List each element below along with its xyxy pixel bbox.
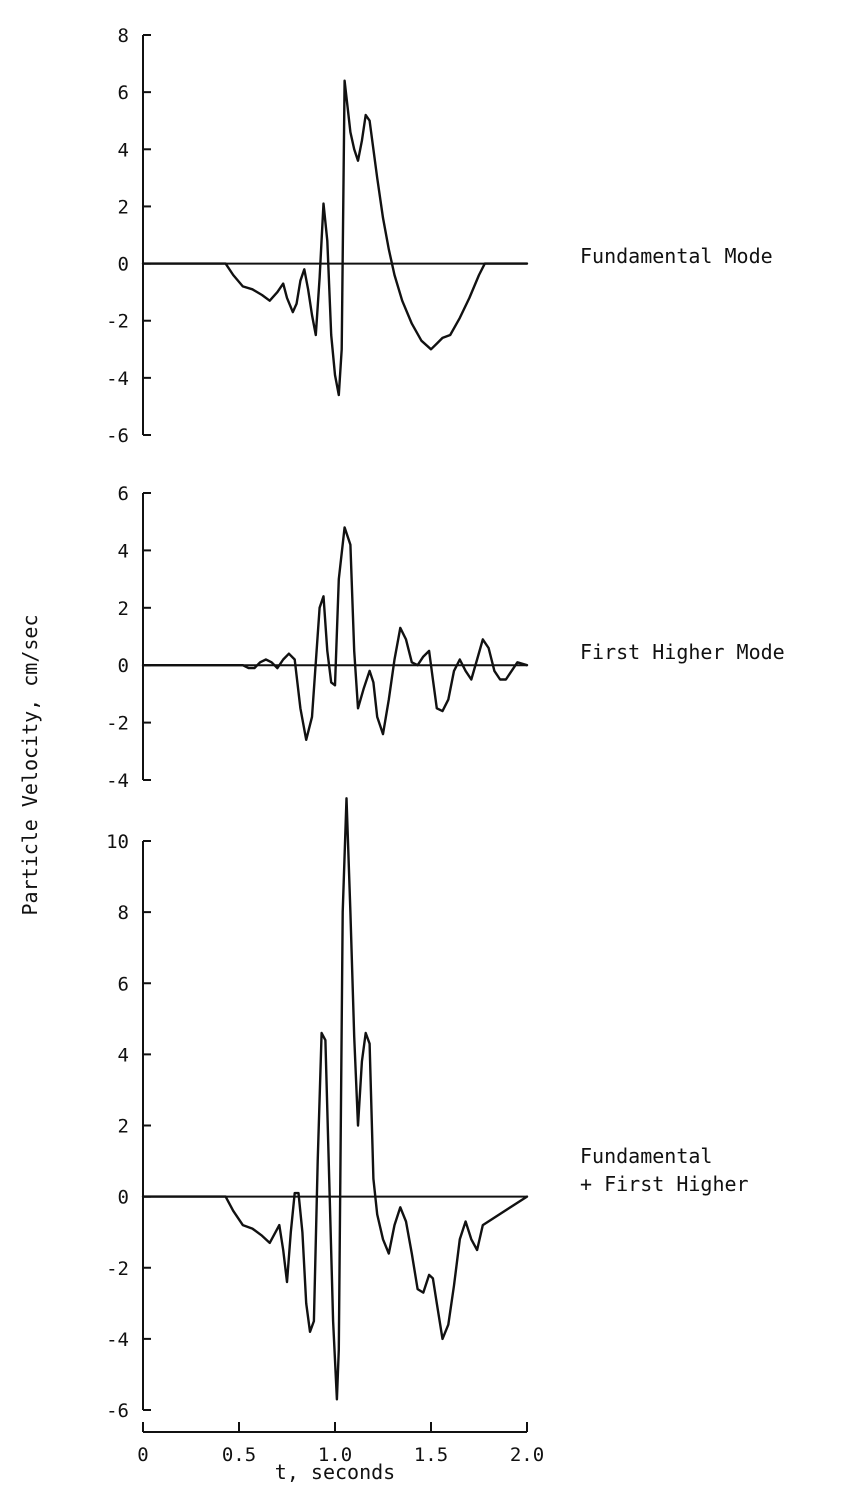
y-tick-label: 6 [118, 973, 129, 995]
y-tick-label: 8 [118, 25, 129, 47]
y-tick-label: 0 [118, 1187, 129, 1209]
y-tick-label: 4 [118, 1044, 129, 1066]
y-tick-label: 6 [118, 82, 129, 104]
panel-label: Fundamental Mode [580, 244, 773, 268]
y-tick-label: 0 [118, 254, 129, 276]
panel-1: 8 6 4 2 0 -2 -4 -6 Fundamental Mode [106, 25, 773, 447]
panel-2: 6 4 2 0 -2 -4 First Higher Mode [106, 483, 785, 792]
y-tick-label: 0 [118, 655, 129, 677]
y-tick-label: 10 [106, 831, 129, 853]
y-tick-label: 8 [118, 902, 129, 924]
y-axis-title: Particle Velocity, cm/sec [18, 614, 42, 915]
series-trace-1 [141, 797, 529, 1401]
y-tick-label: -4 [106, 770, 129, 792]
series-trace-1 [141, 79, 529, 397]
chart-panels: 8 6 4 2 0 -2 -4 -6 Fundamental Mode 6 4 2 0 -2 -4 First… [106, 25, 785, 1422]
x-tick-label: 1.5 [414, 1444, 448, 1466]
x-tick-label: 1.0 [318, 1444, 352, 1466]
panel-label: First Higher Mode [580, 640, 785, 664]
y-tick-label: 2 [118, 1116, 129, 1138]
panel-label: + First Higher [580, 1172, 749, 1196]
y-tick-label: 2 [118, 598, 129, 620]
panel-label: Fundamental [580, 1144, 712, 1168]
y-tick-label: -2 [106, 311, 129, 333]
series-trace-1 [141, 526, 529, 741]
x-tick-label: 0.5 [222, 1444, 256, 1466]
panel-3: 10 8 6 4 2 0 -2 -4 -6 Fundamental + First Higher [106, 797, 749, 1422]
y-tick-label: -4 [106, 368, 129, 390]
y-tick-label: -4 [106, 1329, 129, 1351]
x-tick-label: 2.0 [510, 1444, 544, 1466]
y-tick-label: 6 [118, 483, 129, 505]
x-axis: 0 0.5 1.0 1.5 2.0 [137, 1422, 544, 1466]
y-tick-label: 4 [118, 540, 129, 562]
y-tick-label: -6 [106, 1400, 129, 1422]
y-tick-label: -2 [106, 713, 129, 735]
y-tick-label: 2 [118, 196, 129, 218]
x-axis-title: t, seconds [275, 1460, 395, 1484]
y-tick-label: -6 [106, 425, 129, 447]
y-tick-label: -2 [106, 1258, 129, 1280]
x-tick-label: 0 [137, 1444, 148, 1466]
y-tick-label: 4 [118, 139, 129, 161]
